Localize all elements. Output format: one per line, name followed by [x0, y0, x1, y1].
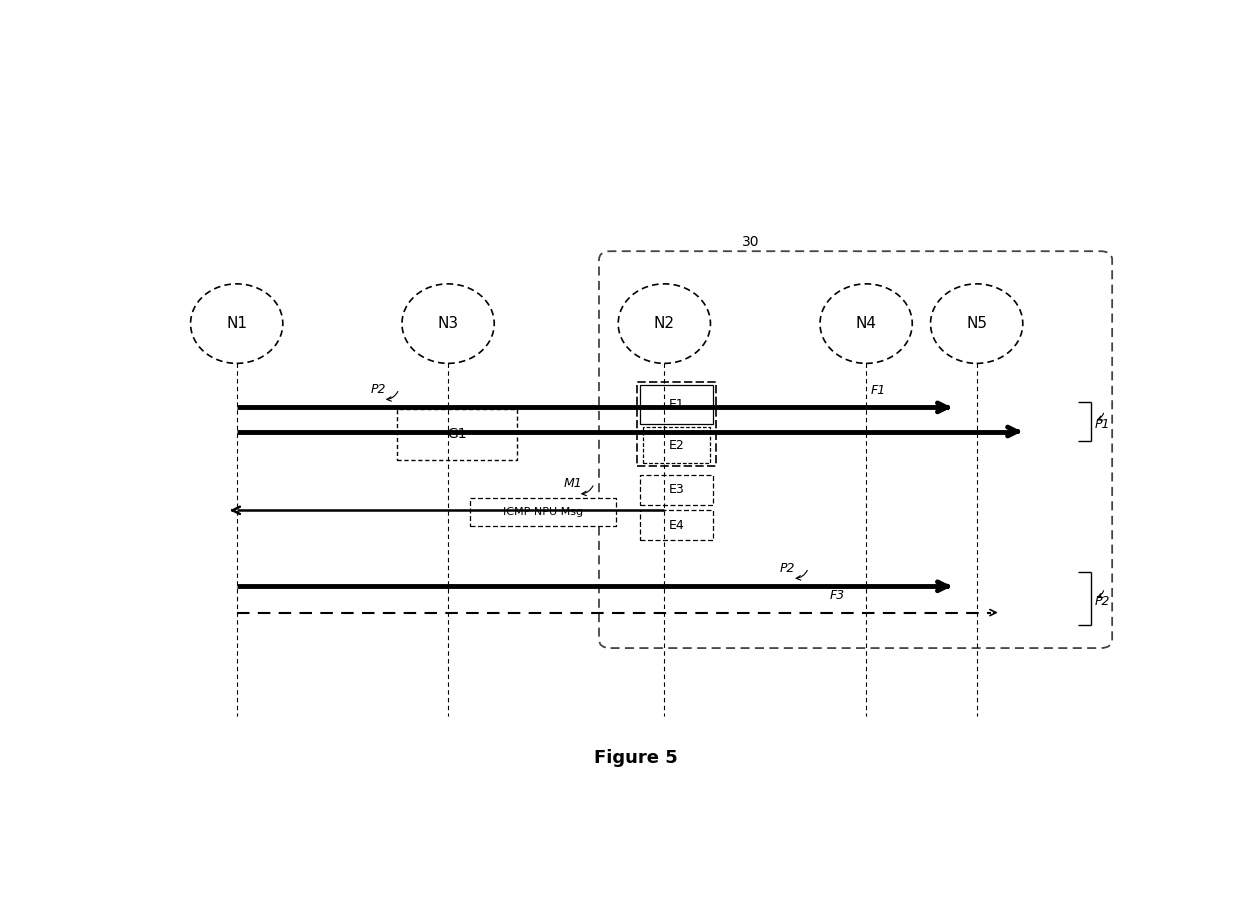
Text: E4: E4 — [668, 519, 684, 532]
Text: N5: N5 — [966, 316, 987, 331]
Text: 30: 30 — [742, 235, 760, 249]
Text: G1: G1 — [448, 428, 467, 442]
Text: N2: N2 — [653, 316, 675, 331]
Text: F3: F3 — [830, 589, 844, 602]
FancyBboxPatch shape — [640, 511, 713, 540]
FancyBboxPatch shape — [637, 382, 717, 466]
FancyBboxPatch shape — [470, 498, 616, 526]
FancyBboxPatch shape — [640, 475, 713, 504]
FancyBboxPatch shape — [644, 427, 711, 463]
Text: F1: F1 — [870, 384, 887, 396]
Text: E2: E2 — [668, 439, 684, 452]
Text: E3: E3 — [668, 483, 684, 496]
FancyBboxPatch shape — [640, 385, 713, 424]
Text: N3: N3 — [438, 316, 459, 331]
Text: Figure 5: Figure 5 — [594, 749, 677, 767]
FancyBboxPatch shape — [397, 408, 517, 460]
Text: P2: P2 — [371, 383, 386, 396]
Text: P2: P2 — [780, 561, 795, 575]
Text: E1: E1 — [668, 398, 684, 411]
Text: M1: M1 — [564, 478, 583, 491]
Text: N1: N1 — [226, 316, 247, 331]
Text: N4: N4 — [856, 316, 877, 331]
Text: P2: P2 — [1095, 596, 1110, 609]
Text: P1: P1 — [1095, 418, 1110, 431]
Text: ICMP NPU Msg: ICMP NPU Msg — [503, 507, 583, 516]
